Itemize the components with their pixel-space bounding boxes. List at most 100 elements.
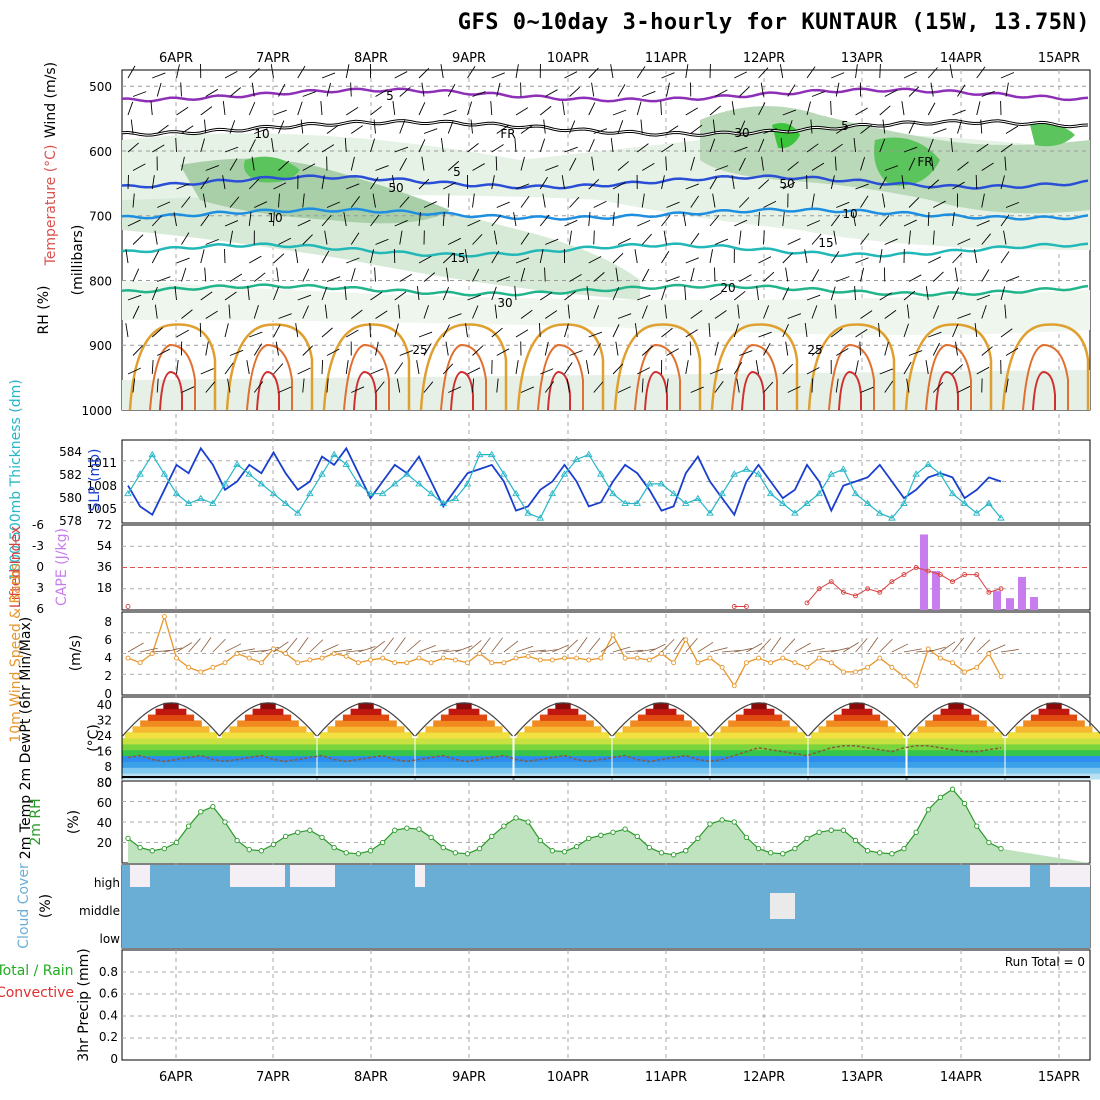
wind-barb (709, 214, 720, 227)
thickness-point (172, 489, 181, 497)
isotherm-20 (121, 283, 1089, 297)
cape-bar (1030, 597, 1038, 610)
wind-barb (181, 196, 191, 208)
wind-barb (908, 120, 916, 134)
wind-speed-point (392, 660, 398, 666)
wind-barb (836, 201, 850, 208)
wind-barb-10m (928, 646, 946, 653)
wind-barb-10m (637, 648, 656, 653)
temp-dome-band (342, 714, 390, 721)
lifted-index-point (840, 589, 846, 595)
wind-speed-point (343, 653, 349, 659)
isotherm-35 (644, 370, 668, 411)
temp-dome-band (622, 726, 700, 733)
wind-barb (351, 386, 365, 393)
li-tick-label: 0 (36, 560, 44, 574)
wind-barb (345, 360, 349, 375)
wind-barb (709, 249, 713, 264)
li-tick-label: 6 (36, 602, 44, 616)
wind-barb (974, 323, 978, 338)
rh-point (270, 841, 277, 848)
wind-barb (612, 287, 620, 301)
wind-barb (370, 291, 383, 301)
wind-speed-point (598, 655, 604, 661)
wind-barb-10m (394, 637, 406, 653)
temp-dome-band (645, 708, 677, 716)
rh-tick-label: 60 (97, 796, 112, 810)
wind-barb (302, 163, 316, 171)
rh-point (246, 847, 252, 853)
wind-tick-label: 8 (104, 615, 112, 629)
isotherm-35 (353, 370, 377, 411)
wind-barb (1000, 143, 1013, 153)
wind-barb (273, 253, 285, 264)
wind-barb (714, 89, 728, 97)
wind-barb (350, 232, 360, 245)
wind-barb (811, 305, 818, 319)
wind-barb (975, 174, 978, 190)
rh-point (185, 823, 192, 829)
wind-barb (399, 86, 411, 97)
isotherm-30 (731, 343, 778, 411)
thickness-point (609, 489, 617, 497)
wind-barb (253, 343, 263, 356)
wind-barb (660, 100, 662, 116)
wind-barb (513, 212, 517, 227)
wind-barb-10m (152, 650, 171, 653)
wind-barb (302, 305, 309, 319)
isotherm-15 (121, 242, 1089, 258)
wind-barb (714, 380, 724, 393)
ylabel-rh2m: 2m RH (28, 798, 44, 845)
wind-barb (593, 200, 607, 208)
wind-barb (782, 181, 796, 190)
wind-barb (879, 138, 886, 153)
wind-barb (520, 309, 533, 319)
temp-curve (317, 702, 415, 737)
wind-barb (685, 329, 698, 338)
wind-speed-point (610, 632, 616, 638)
wind-speed-point (962, 669, 968, 675)
isotherm-30 (634, 343, 681, 411)
wind-barb-10m (479, 637, 491, 653)
wind-barb (297, 367, 311, 375)
wind-barb-10m (224, 643, 242, 653)
temp-band (1005, 755, 1100, 762)
wind-barb (228, 304, 231, 319)
precip-tick-label: 0.6 (99, 987, 118, 1001)
wind-barb (585, 360, 590, 375)
rh-point (525, 819, 531, 825)
dewpt-line (127, 745, 1002, 763)
wind-barb (879, 176, 887, 190)
rh-point (282, 833, 289, 839)
wind-barb (447, 120, 454, 134)
wind-barb (836, 125, 849, 134)
wind-barb (127, 142, 139, 153)
wind-barb (976, 366, 990, 375)
wind-barb (248, 139, 256, 153)
wind-barb (278, 160, 290, 171)
wind-barb (156, 124, 169, 134)
wind-tick-label: 0 (104, 687, 112, 701)
wind-speed-point (465, 660, 470, 666)
wind-barb (297, 294, 312, 301)
date-label-top: 6APR (159, 51, 193, 66)
wind-barb (831, 72, 845, 79)
wind-barb (423, 343, 432, 356)
wind-barb (758, 212, 760, 227)
isotherm-30 (246, 343, 293, 411)
date-label-top: 10APR (547, 51, 589, 66)
cloud-level-middle: middle (79, 904, 120, 918)
wind-speed-point (452, 657, 458, 663)
temp-tick-label: 40 (97, 698, 112, 712)
middle-cloud-block (770, 893, 795, 919)
thickness-point (318, 470, 326, 477)
wind-barb (908, 157, 916, 171)
wind-barb (685, 183, 699, 190)
wind-barb (200, 368, 214, 375)
wind-barb (246, 360, 250, 375)
temp-dome-band (826, 720, 888, 727)
wind-barb (588, 212, 591, 227)
wind-barb (684, 286, 687, 301)
wind-barb (830, 175, 835, 190)
wind-speed-point (562, 655, 567, 661)
